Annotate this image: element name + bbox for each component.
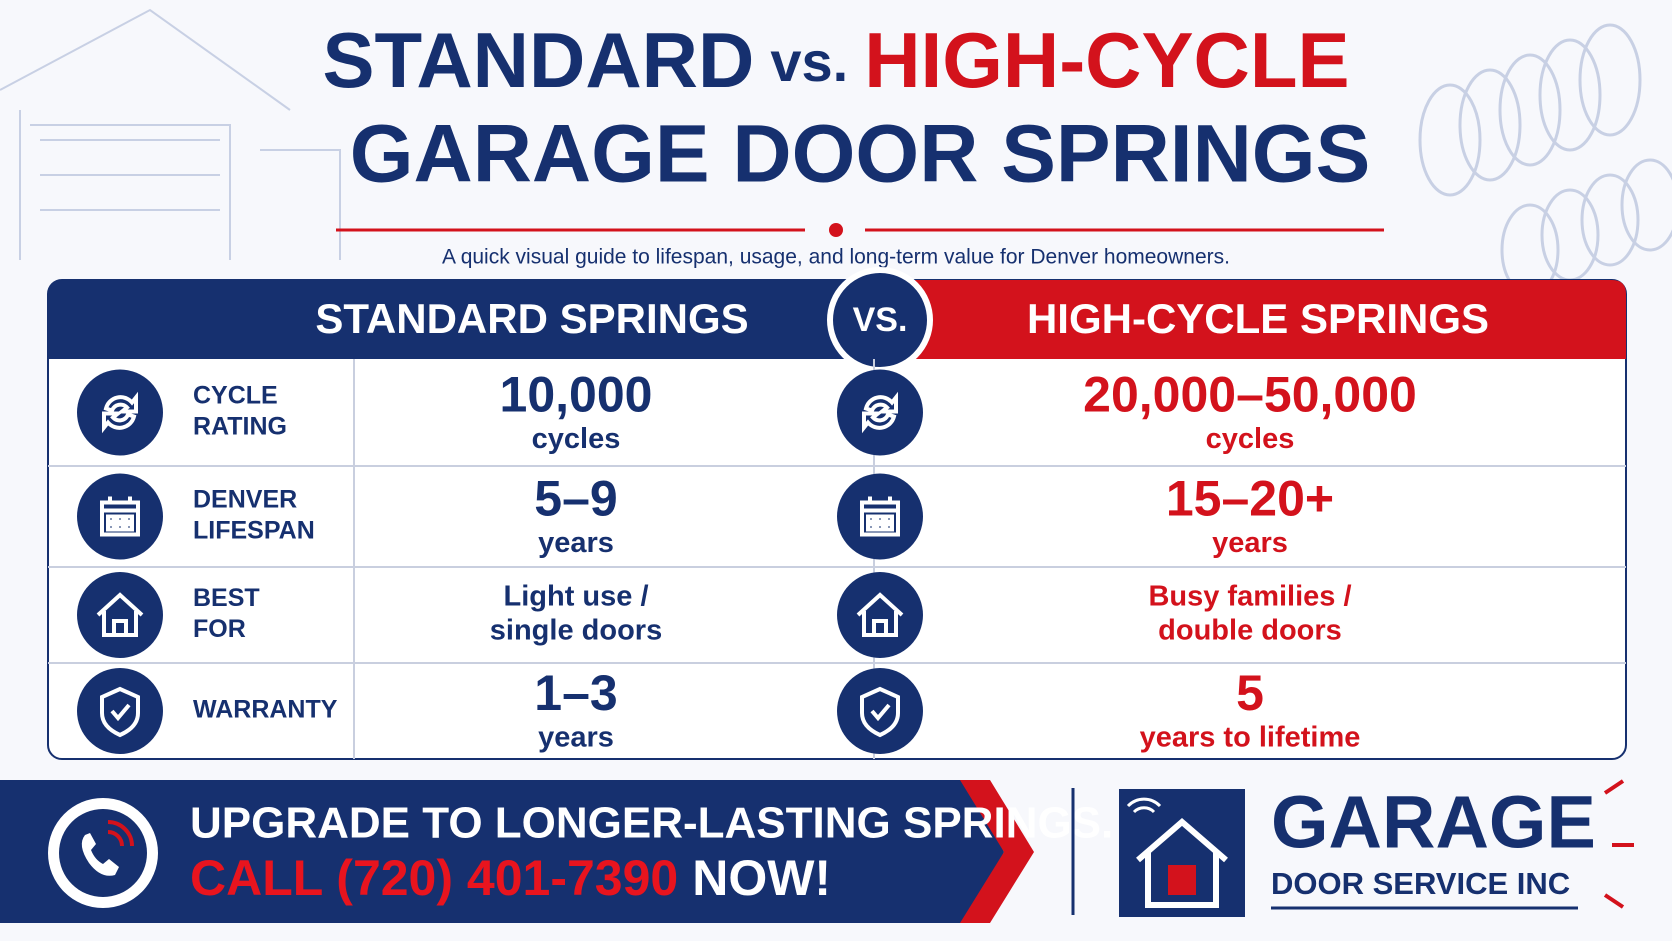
row-icon <box>856 592 904 637</box>
logo-door <box>1168 865 1196 895</box>
phone-badge-inner <box>59 809 147 897</box>
phone-waves <box>107 820 134 847</box>
phone-icon <box>81 833 119 876</box>
row-icon-badge <box>77 572 163 658</box>
logo-box <box>1119 789 1245 917</box>
subtitle: A quick visual guide to lifespan, usage,… <box>442 246 1230 269</box>
row-label: FOR <box>193 615 246 643</box>
title-line2: GARAGE DOOR SPRINGS <box>350 109 1371 200</box>
high_cycle-value: cycles <box>1206 423 1295 455</box>
high_cycle-value: double doors <box>1158 615 1342 647</box>
high_cycle-value: years <box>1212 527 1288 559</box>
row-icon <box>100 686 140 738</box>
row-label: BEST <box>193 584 260 612</box>
standard-value: single doors <box>490 615 662 647</box>
cta-line2: CALL (720) 401-7390 NOW! <box>190 850 831 906</box>
logo-sparks <box>1603 779 1634 909</box>
row-label: WARRANTY <box>193 696 338 724</box>
standard-value: cycles <box>532 423 621 455</box>
cta-arrow <box>960 780 1034 923</box>
high_cycle-value: Busy families / <box>1148 581 1351 613</box>
row-icon-badge <box>837 572 923 658</box>
high_cycle-value: 20,000–50,000 <box>1083 367 1417 423</box>
high_cycle-value: years to lifetime <box>1140 722 1361 754</box>
row-label: RATING <box>193 413 287 441</box>
spring-sketch <box>1418 23 1672 297</box>
row-icon-badge <box>837 668 923 754</box>
cta-banner <box>0 780 1004 923</box>
standard-value: 1–3 <box>534 665 617 721</box>
row-icon <box>862 391 898 434</box>
divider-dot <box>829 223 843 237</box>
standard-value: Light use / <box>504 581 649 613</box>
right-header <box>874 280 1626 359</box>
left-heading: STANDARD SPRINGS <box>315 295 748 342</box>
logo-house <box>1136 818 1228 908</box>
standard-value: 5–9 <box>534 471 617 527</box>
left-header <box>48 280 874 359</box>
right-heading: HIGH-CYCLE SPRINGS <box>1027 295 1489 342</box>
high_cycle-value: 15–20+ <box>1166 471 1334 527</box>
cta-line1: UPGRADE TO LONGER-LASTING SPRINGS. <box>190 799 1113 848</box>
standard-value: years <box>538 527 614 559</box>
row-icon <box>102 391 138 434</box>
logo-wifi <box>1126 797 1162 814</box>
title-line1: STANDARD vs. HIGH-CYCLE <box>322 16 1349 104</box>
row-icon <box>860 496 900 537</box>
row-label: CYCLE <box>193 382 278 410</box>
house-sketch <box>0 8 341 260</box>
logo-tagline: DOOR SERVICE INC <box>1271 866 1570 901</box>
row-label: DENVER <box>193 486 297 514</box>
row-icon <box>860 686 900 738</box>
high_cycle-value: 5 <box>1236 665 1264 721</box>
vs-label: VS. <box>853 301 908 339</box>
row-icon-badge <box>77 668 163 754</box>
logo-name: GARAGE <box>1271 781 1596 864</box>
row-icon <box>96 592 144 637</box>
row-label: LIFESPAN <box>193 517 315 545</box>
row-icon <box>100 496 140 537</box>
table-rows: CYCLERATING10,000cycles20,000–50,000cycl… <box>48 367 1626 754</box>
standard-value: 10,000 <box>500 367 653 423</box>
standard-value: years <box>538 722 614 754</box>
